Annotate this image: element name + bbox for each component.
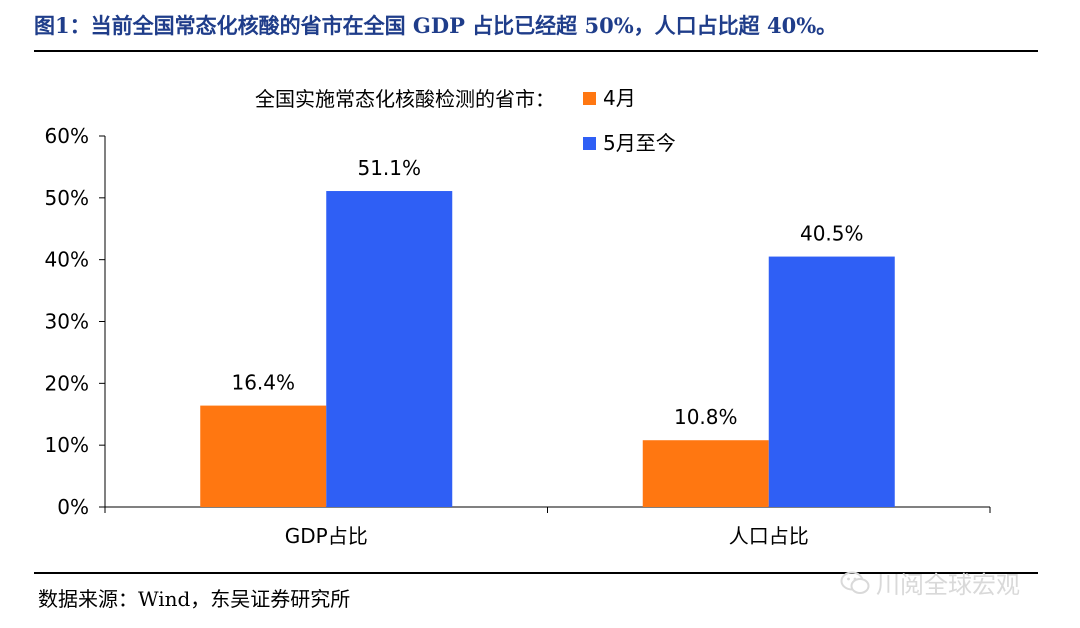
legend-label: 4月	[603, 86, 636, 110]
legend-label: 5月至今	[603, 131, 676, 155]
y-tick-label: 20%	[45, 371, 89, 395]
chart-labels: 16.4% 10.8% 51.1% 40.5%	[231, 156, 863, 429]
bar-april	[200, 405, 327, 507]
bottom-rule	[34, 572, 1038, 574]
y-tick-label: 10%	[45, 433, 89, 457]
bar-value-label: 10.8%	[674, 405, 738, 429]
chart-bars	[200, 191, 895, 507]
bar-may	[768, 256, 895, 507]
bar-may	[326, 191, 453, 507]
legend-swatch-may	[583, 137, 596, 150]
x-category-label: GDP占比	[285, 524, 368, 548]
legend-title: 全国实施常态化核酸检测的省市：	[255, 87, 555, 111]
y-tick-label: 60%	[45, 124, 89, 148]
x-category-label: 人口占比	[729, 524, 809, 548]
bar-april	[642, 440, 769, 507]
y-tick-label: 30%	[45, 310, 89, 334]
watermark: 川阅全球宏观	[840, 565, 1020, 600]
y-tick-label: 40%	[45, 248, 89, 272]
legend-swatch-april	[583, 92, 596, 105]
y-tick-label: 0%	[57, 495, 89, 519]
bar-value-label: 51.1%	[357, 156, 421, 180]
source-note: 数据来源：Wind，东吴证券研究所	[38, 587, 351, 611]
bar-value-label: 40.5%	[800, 222, 864, 246]
watermark-text: 川阅全球宏观	[876, 571, 1020, 599]
figure-title: 图1：当前全国常态化核酸的省市在全国 GDP 占比已经超 50%，人口占比超 4…	[34, 13, 838, 38]
bar-value-label: 16.4%	[231, 371, 295, 395]
y-tick-label: 50%	[45, 186, 89, 210]
chart-legend: 全国实施常态化核酸检测的省市： 4月 5月至今	[255, 86, 676, 155]
bar-chart: 0% 10% 20% 30% 40% 50% 60% GDP占比 人口占比 16.4% 10.8%…	[45, 86, 991, 548]
top-rule	[34, 50, 1038, 52]
wechat-icon	[840, 571, 870, 594]
